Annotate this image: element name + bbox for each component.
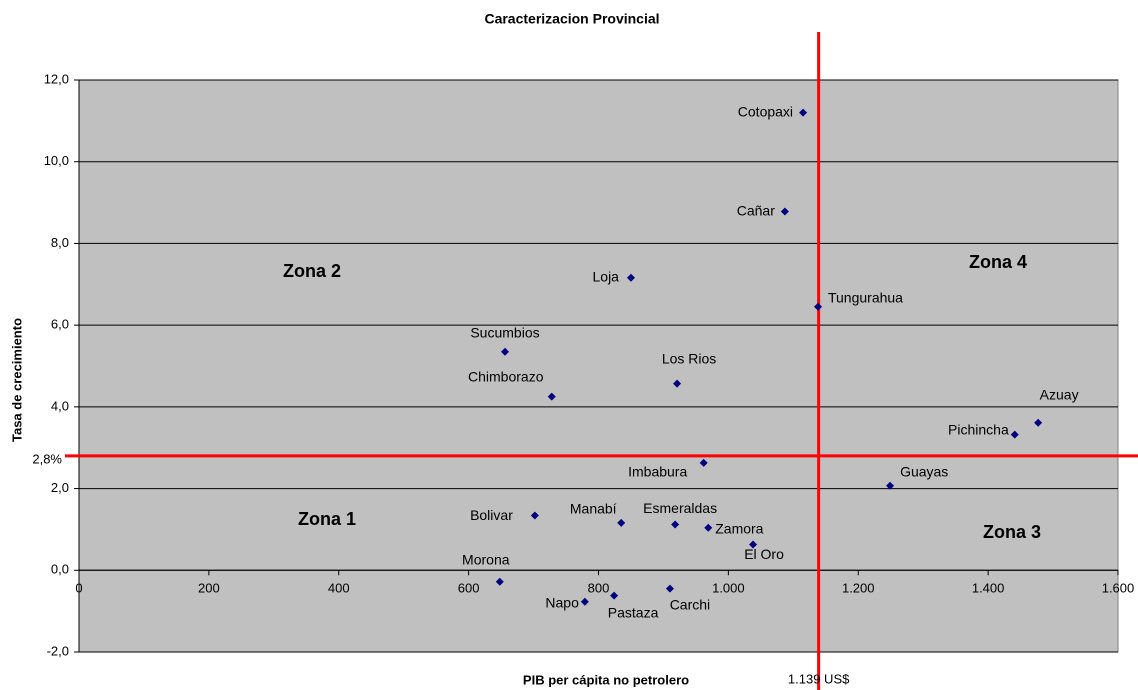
data-point bbox=[799, 108, 808, 117]
data-point bbox=[1010, 430, 1019, 439]
data-point bbox=[500, 347, 509, 356]
y-axis-label: Tasa de crecimiento bbox=[9, 318, 24, 442]
x-tick-label: 1.000 bbox=[712, 581, 745, 596]
data-point bbox=[665, 584, 674, 593]
point-label: Los Rios bbox=[662, 350, 716, 366]
data-point bbox=[626, 273, 635, 282]
y-tick-label: 10,0 bbox=[44, 153, 69, 168]
point-label: Azuay bbox=[1040, 386, 1079, 402]
y-tick-label: 4,0 bbox=[51, 398, 69, 413]
data-point bbox=[617, 518, 626, 527]
y-tick-label: 0,0 bbox=[51, 562, 69, 577]
point-label: Morona bbox=[462, 551, 510, 567]
data-point bbox=[780, 207, 789, 216]
data-point bbox=[547, 392, 556, 401]
y-tick-label: 6,0 bbox=[51, 317, 69, 332]
data-point bbox=[699, 458, 708, 467]
zone-label: Zona 3 bbox=[983, 522, 1041, 542]
reference-label-y: 2,8% bbox=[32, 451, 62, 466]
point-label: Manabí bbox=[570, 501, 617, 517]
y-tick-label: 2,0 bbox=[51, 480, 69, 495]
data-point bbox=[580, 597, 589, 606]
zone-label: Zona 4 bbox=[969, 252, 1027, 272]
point-label: Loja bbox=[593, 268, 620, 284]
x-tick-label: 0 bbox=[75, 581, 82, 596]
point-label: Guayas bbox=[900, 463, 948, 479]
data-point bbox=[886, 481, 895, 490]
point-label: Napo bbox=[545, 594, 579, 610]
data-point bbox=[1034, 418, 1043, 427]
data-point bbox=[704, 523, 713, 532]
data-point bbox=[530, 511, 539, 520]
x-tick-label: 200 bbox=[198, 581, 220, 596]
data-point bbox=[495, 577, 504, 586]
point-label: Esmeraldas bbox=[643, 500, 717, 516]
point-label: Sucumbios bbox=[470, 324, 539, 340]
x-tick-label: 1.400 bbox=[972, 581, 1005, 596]
zone-label: Zona 2 bbox=[283, 261, 341, 281]
x-tick-label: 400 bbox=[328, 581, 350, 596]
point-label: Zamora bbox=[715, 520, 763, 536]
point-label: Imbabura bbox=[628, 464, 687, 480]
y-tick-label: 12,0 bbox=[44, 71, 69, 86]
y-tick-label: 8,0 bbox=[51, 235, 69, 250]
data-point bbox=[749, 540, 758, 549]
chart-title: Caracterizacion Provincial bbox=[484, 11, 659, 27]
point-label: El Oro bbox=[744, 546, 784, 562]
point-label: Cañar bbox=[737, 202, 775, 218]
data-point bbox=[813, 302, 822, 311]
data-point bbox=[671, 520, 680, 529]
x-tick-label: 1.600 bbox=[1102, 581, 1135, 596]
point-label: Cotopaxi bbox=[738, 103, 793, 119]
point-label: Carchi bbox=[670, 596, 710, 612]
x-tick-label: 1.200 bbox=[842, 581, 875, 596]
plot-area bbox=[78, 79, 1119, 653]
point-label: Pichincha bbox=[948, 421, 1009, 437]
point-label: Tungurahua bbox=[828, 289, 903, 305]
data-point bbox=[610, 591, 619, 600]
reference-label-x: 1.139 US$ bbox=[788, 671, 850, 686]
point-label: Pastaza bbox=[608, 604, 659, 620]
point-label: Chimborazo bbox=[468, 368, 544, 384]
data-point bbox=[673, 379, 682, 388]
x-axis-label: PIB per cápita no petrolero bbox=[523, 672, 689, 687]
x-tick-label: 800 bbox=[588, 581, 610, 596]
zone-label: Zona 1 bbox=[298, 509, 356, 529]
point-label: Bolivar bbox=[470, 507, 513, 523]
y-tick-label: -2,0 bbox=[47, 643, 69, 658]
x-tick-label: 600 bbox=[458, 581, 480, 596]
